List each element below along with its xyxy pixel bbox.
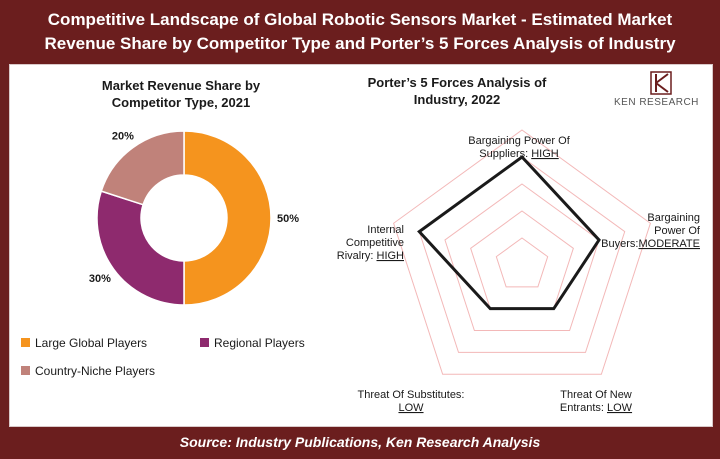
legend-label-large-global: Large Global Players — [35, 336, 147, 350]
donut-chart: 50% 30% 20% — [89, 130, 299, 306]
radar-label-substitutes: Threat Of Substitutes: LOW — [358, 389, 465, 414]
donut-label-regional: 30% — [89, 273, 111, 285]
radar-label-buyers: Bargaining Power Of Buyers:MODERATE — [601, 212, 701, 250]
donut-label-country-niche: 20% — [112, 130, 134, 142]
logo-mark-icon — [650, 71, 672, 95]
logo-k-icon — [655, 73, 669, 93]
legend-swatch-large-global — [21, 338, 30, 347]
legend-label-country-niche: Country-Niche Players — [35, 364, 155, 378]
chart-panel: Market Revenue Share by Competitor Type,… — [9, 64, 713, 427]
radar-label-new-entrants-level: LOW — [607, 402, 633, 414]
donut-slice-regional — [96, 190, 185, 306]
radar-title-line-1: Porter’s 5 Forces Analysis of — [368, 75, 547, 90]
radar-title-line-2: Industry, 2022 — [414, 92, 500, 107]
donut-slice-large-global — [183, 130, 272, 306]
radar-label-suppliers-level: HIGH — [531, 148, 559, 160]
charts-svg: Market Revenue Share by Competitor Type,… — [21, 71, 701, 414]
radar-chart: Bargaining Power Of Suppliers: HIGH Bargai… — [337, 129, 701, 414]
legend-swatch-country-niche — [21, 366, 30, 375]
logo-text: KEN RESEARCH — [614, 97, 699, 108]
page-title-line-1: Competitive Landscape of Global Robotic … — [47, 10, 673, 29]
radar-label-rivalry-level: HIGH — [377, 250, 405, 262]
source-note: Source: Industry Publications, Ken Resea… — [179, 434, 541, 450]
donut-title-line-1: Market Revenue Share by — [102, 78, 261, 93]
legend-swatch-regional — [200, 338, 209, 347]
radar-grid-ring-1 — [495, 237, 549, 288]
radar-label-rivalry: Internal Competitive Rivalry: HIGH — [337, 224, 404, 262]
radar-label-new-entrants: Threat Of New Entrants: LOW — [560, 389, 633, 414]
legend-label-regional: Regional Players — [214, 336, 305, 350]
ken-research-logo: KEN RESEARCH — [614, 71, 699, 108]
page-title-line-2: Revenue Share by Competitor Type and Por… — [44, 34, 676, 53]
radar-label-buyers-level: MODERATE — [638, 238, 700, 250]
donut-slice-country-niche — [100, 130, 185, 206]
radar-series-line — [417, 155, 601, 311]
donut-label-large-global: 50% — [277, 213, 299, 225]
radar-grid-ring-2 — [470, 210, 574, 310]
radar-label-suppliers: Bargaining Power Of Suppliers: HIGH — [468, 135, 570, 160]
radar-grid-ring-5 — [393, 129, 651, 375]
radar-grid-ring-3 — [444, 183, 600, 332]
radar-label-substitutes-level: LOW — [398, 402, 424, 414]
page-title: Competitive Landscape of Global Robotic … — [0, 0, 720, 62]
donut-title-line-2: Competitor Type, 2021 — [112, 95, 250, 110]
